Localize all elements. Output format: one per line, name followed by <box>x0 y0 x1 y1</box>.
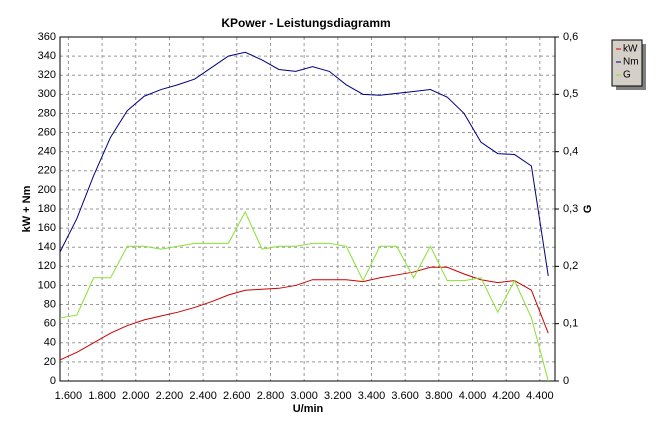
y-tick-label: 160 <box>38 222 56 234</box>
x-tick-label: 3.000 <box>290 390 318 402</box>
y2-tick-label: 0,2 <box>563 260 578 272</box>
series-line <box>59 210 549 382</box>
x-tick-label: 3.800 <box>425 390 453 402</box>
x-axis-label: U/min <box>293 403 324 415</box>
legend-label: Nm <box>623 57 639 68</box>
y-tick-label: 260 <box>38 126 56 138</box>
y2-tick-label: 0,3 <box>563 203 578 215</box>
y-tick-label: 60 <box>44 318 56 330</box>
x-tick-label: 2.800 <box>257 390 285 402</box>
y2-tick-label: 0,1 <box>563 318 578 330</box>
x-tick-label: 3.600 <box>391 390 419 402</box>
y2-axis-label: G <box>582 205 594 214</box>
y-tick-label: 120 <box>38 260 56 272</box>
series-line <box>59 51 549 276</box>
y2-tick-label: 0,5 <box>563 88 578 100</box>
x-tick-label: 2.600 <box>223 390 251 402</box>
x-tick-label: 3.200 <box>324 390 352 402</box>
x-tick-label: 4.400 <box>526 390 554 402</box>
y-tick-label: 340 <box>38 50 56 62</box>
y-tick-label: 240 <box>38 146 56 158</box>
plot-frame <box>59 36 556 382</box>
legend-box <box>611 39 643 87</box>
y2-tick-label: 0,6 <box>563 31 578 43</box>
legend-label: G <box>623 70 631 81</box>
y-tick-label: 180 <box>38 203 56 215</box>
chart-title: KPower - Leistungsdiagramm <box>221 16 390 30</box>
y-tick-label: 20 <box>44 356 56 368</box>
x-tick-label: 1.600 <box>55 390 83 402</box>
x-tick-label: 4.000 <box>459 390 487 402</box>
y2-tick-label: 0,4 <box>563 146 578 158</box>
y-tick-label: 40 <box>44 337 56 349</box>
y-tick-label: 80 <box>44 298 56 310</box>
y-axis-label: kW + Nm <box>21 185 33 232</box>
x-tick-label: 2.000 <box>122 390 150 402</box>
series-line <box>59 266 549 361</box>
x-tick-label: 3.400 <box>358 390 386 402</box>
y-tick-label: 0 <box>50 375 56 387</box>
y-tick-label: 320 <box>38 69 56 81</box>
legend-label: kW <box>623 44 638 55</box>
y2-tick-label: 0 <box>563 375 569 387</box>
y-tick-label: 200 <box>38 184 56 196</box>
x-tick-label: 2.200 <box>156 390 184 402</box>
y-tick-label: 140 <box>38 241 56 253</box>
x-tick-label: 1.800 <box>88 390 116 402</box>
y-tick-label: 360 <box>38 31 56 43</box>
x-tick-label: 4.200 <box>492 390 520 402</box>
y-tick-label: 280 <box>38 107 56 119</box>
x-tick-label: 2.400 <box>189 390 217 402</box>
y-tick-label: 100 <box>38 279 56 291</box>
y-tick-label: 300 <box>38 88 56 100</box>
y-tick-label: 220 <box>38 165 56 177</box>
